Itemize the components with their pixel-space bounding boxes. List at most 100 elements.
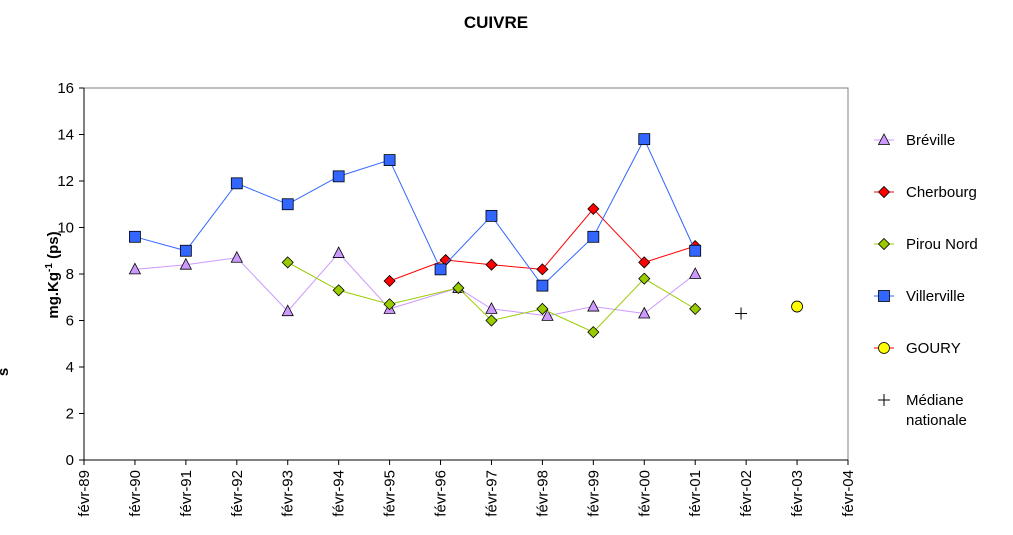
- data-point-villerville: [587, 230, 600, 243]
- data-point-pirou-nord: [536, 302, 549, 315]
- x-tick-label: févr-90: [127, 470, 144, 517]
- series-line-breville: [134, 252, 696, 317]
- y-tick-label: 0: [66, 452, 74, 469]
- stray-axis-label: s: [0, 368, 12, 376]
- data-point-villerville: [383, 154, 396, 166]
- y-tick-label: 4: [66, 359, 74, 376]
- y-tick-label: 2: [66, 406, 74, 423]
- legend-label-breville: Bréville: [906, 132, 955, 149]
- y-tick-label: 16: [57, 80, 74, 97]
- y-axis-label-tail: (ps): [45, 231, 62, 263]
- data-point-pirou-nord: [332, 284, 345, 297]
- y-tick-label: 6: [66, 313, 74, 330]
- data-point-pirou-nord: [638, 272, 651, 285]
- series-villerville: [129, 133, 702, 292]
- y-axis-label: mg.Kg-1 (ps): [44, 231, 62, 318]
- data-point-villerville: [179, 244, 192, 257]
- x-tick-label: févr-89: [76, 470, 93, 517]
- data-point-cherbourg: [587, 202, 600, 215]
- data-point-villerville: [281, 198, 294, 211]
- y-tick-label: 14: [57, 127, 74, 144]
- data-point-breville: [281, 304, 294, 317]
- x-tick-label: févr-02: [738, 470, 755, 517]
- legend-label-goury: GOURY: [906, 340, 961, 357]
- data-point-breville: [638, 306, 651, 319]
- series-mediane-nationale: [735, 307, 748, 320]
- legend-item-mediane-nationale: Médiane nationale: [878, 392, 967, 429]
- legend-marker-breville: [877, 133, 891, 145]
- y-tick-label: 10: [57, 220, 74, 237]
- legend-item-goury: GOURY: [874, 340, 961, 357]
- data-point-breville: [230, 250, 243, 263]
- series-goury: [791, 300, 803, 313]
- data-point-pirou-nord: [383, 298, 396, 311]
- legend-marker-pirou-nord: [877, 237, 891, 251]
- data-point-villerville: [689, 244, 702, 257]
- data-point-pirou-nord: [689, 302, 702, 315]
- series-breville: [128, 246, 702, 321]
- data-point-breville: [332, 246, 345, 258]
- legend-marker-villerville: [878, 290, 890, 302]
- x-tick-label: févr-98: [534, 470, 551, 517]
- legend-item-pirou-nord: Pirou Nord: [874, 236, 978, 253]
- legend-marker-goury: [878, 342, 890, 354]
- data-point-mediane-nationale: [735, 307, 748, 320]
- plot-area: [83, 87, 849, 461]
- data-point-villerville: [129, 230, 141, 243]
- legend-marker-cherbourg: [877, 185, 891, 199]
- x-tick-label: févr-92: [229, 470, 246, 517]
- data-point-pirou-nord: [485, 314, 498, 327]
- data-point-goury: [791, 300, 803, 313]
- legend-marker-mediane-nationale: [878, 394, 890, 406]
- data-point-villerville: [332, 170, 345, 183]
- x-tick-label: févr-04: [840, 470, 857, 517]
- data-point-cherbourg: [536, 263, 549, 276]
- legend-label-villerville: Villerville: [906, 288, 965, 305]
- chart-title: CUIVRE: [464, 13, 528, 32]
- legend-item-cherbourg: Cherbourg: [874, 184, 977, 201]
- y-tick-label: 8: [66, 266, 74, 283]
- x-tick-label: févr-01: [687, 470, 704, 517]
- x-tick-label: févr-97: [483, 470, 500, 517]
- y-axis-label-sup: -1: [44, 263, 55, 272]
- x-tick-label: févr-91: [178, 470, 195, 517]
- data-point-breville: [689, 267, 702, 279]
- legend-item-breville: Bréville: [874, 132, 955, 149]
- data-point-cherbourg: [485, 258, 498, 271]
- x-tick-label: févr-95: [382, 470, 399, 517]
- data-point-villerville: [485, 209, 498, 222]
- y-axis-label-main: mg.Kg: [45, 272, 62, 319]
- y-tick-label: 12: [57, 173, 74, 190]
- data-point-breville: [541, 308, 554, 321]
- data-point-villerville: [536, 279, 549, 292]
- x-tick-label: févr-00: [636, 470, 653, 517]
- x-tick-label: févr-99: [585, 470, 602, 517]
- x-tick-label: févr-93: [280, 470, 297, 517]
- data-point-breville: [179, 257, 193, 270]
- data-point-pirou-nord: [452, 281, 465, 295]
- series-layer: [128, 133, 803, 339]
- legend-label-pirou-nord: Pirou Nord: [906, 236, 978, 253]
- data-point-cherbourg: [638, 256, 651, 269]
- legend-label-cherbourg: Cherbourg: [906, 184, 977, 201]
- x-tick-label: févr-94: [331, 470, 348, 517]
- data-point-breville: [485, 302, 498, 314]
- data-point-pirou-nord: [587, 326, 600, 339]
- data-point-pirou-nord: [281, 256, 294, 269]
- data-point-villerville: [230, 177, 243, 190]
- data-point-cherbourg: [383, 274, 396, 288]
- data-point-villerville: [434, 263, 447, 276]
- series-cherbourg: [383, 202, 702, 288]
- data-point-breville: [128, 262, 142, 275]
- data-point-breville: [587, 299, 600, 312]
- data-point-villerville: [638, 133, 651, 146]
- series-pirou-nord: [281, 256, 702, 339]
- axes: 0 2 4 6 8 10 12 14 16 févr-89 févr-90 févr-91 févr-9…: [57, 80, 857, 517]
- legend-label-mediane-nationale: Médiane: [906, 392, 964, 409]
- legend-item-villerville: Villerville: [874, 288, 965, 305]
- legend-label-mediane-nationale: nationale: [906, 412, 967, 429]
- x-tick-label: févr-96: [433, 470, 450, 517]
- legend: Bréville Cherbourg Pirou Nord Villerville GO…: [874, 132, 978, 429]
- x-tick-label: févr-03: [789, 470, 806, 517]
